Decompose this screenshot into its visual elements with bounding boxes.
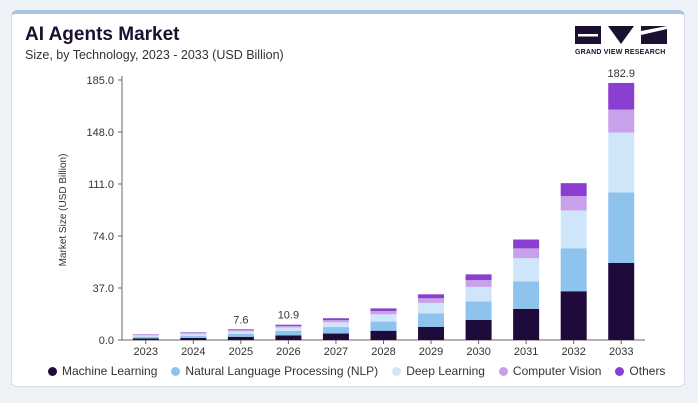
x-tick-label: 2025: [229, 346, 253, 358]
bar-segment-2029-natural-language-processing-nlp: [418, 313, 445, 327]
bar-segment-2027-computer-vision: [322, 320, 349, 323]
bar-segment-2023-machine-learning: [132, 338, 159, 340]
bar-segment-2028-machine-learning: [370, 330, 397, 340]
bar-segment-2028-others: [370, 308, 397, 312]
legend-label: Deep Learning: [406, 364, 485, 378]
bar-segment-2027-deep-learning: [322, 322, 349, 328]
bar-segment-2023-computer-vision: [132, 334, 159, 336]
bar-segment-2024-others: [180, 332, 207, 333]
bar-segment-2031-natural-language-processing-nlp: [513, 281, 540, 309]
y-axis-label: Market Size (USD Billion): [58, 154, 69, 267]
brand-name: GRAND VIEW RESEARCH: [575, 49, 666, 56]
bar-segment-2030-computer-vision: [465, 280, 492, 287]
bar-segment-2030-others: [465, 274, 492, 281]
page-title: AI Agents Market: [25, 24, 180, 45]
bar-segment-2033-natural-language-processing-nlp: [608, 192, 635, 263]
legend-item: Natural Language Processing (NLP): [171, 364, 378, 378]
legend-item: Deep Learning: [392, 364, 485, 378]
bar-segment-2028-computer-vision: [370, 311, 397, 315]
bar-segment-2031-others: [513, 239, 540, 249]
legend-swatch-icon: [615, 366, 625, 376]
chart-legend: Machine Learning Natural Language Process…: [48, 364, 665, 378]
bar-segment-2024-natural-language-processing-nlp: [180, 335, 207, 338]
y-tick-label: 74.0: [93, 231, 114, 243]
x-tick-label: 2030: [466, 346, 490, 358]
bar-segment-2026-machine-learning: [275, 335, 302, 340]
bar-segment-2026-computer-vision: [275, 325, 302, 328]
page-subtitle: Size, by Technology, 2023 - 2033 (USD Bi…: [25, 48, 284, 62]
bar-segment-2025-machine-learning: [227, 336, 254, 340]
bar-segment-2031-deep-learning: [513, 258, 540, 282]
legend-item: Machine Learning: [48, 364, 157, 378]
bar-segment-2025-natural-language-processing-nlp: [227, 333, 254, 337]
legend-item: Others: [615, 364, 665, 378]
x-tick-label: 2029: [419, 346, 443, 358]
data-label: 182.9: [607, 68, 635, 80]
bar-segment-2029-others: [418, 294, 445, 299]
bar-segment-2033-machine-learning: [608, 262, 635, 340]
bar-segment-2031-computer-vision: [513, 248, 540, 259]
x-tick-label: 2032: [561, 346, 585, 358]
bar-segment-2029-machine-learning: [418, 326, 445, 340]
legend-item: Computer Vision: [498, 364, 602, 378]
legend-label: Machine Learning: [62, 364, 158, 378]
bar-segment-2026-natural-language-processing-nlp: [275, 331, 302, 336]
bar-segment-2024-deep-learning: [180, 333, 207, 336]
legend-swatch-icon: [392, 366, 402, 376]
y-tick-label: 37.0: [93, 283, 114, 295]
data-label: 7.6: [233, 314, 248, 326]
bar-segment-2028-natural-language-processing-nlp: [370, 321, 397, 331]
bar-segment-2032-computer-vision: [560, 196, 587, 211]
bar-segment-2032-natural-language-processing-nlp: [560, 248, 587, 292]
legend-label: Natural Language Processing (NLP): [185, 364, 379, 378]
legend-label: Others: [629, 364, 666, 378]
bar-segment-2025-computer-vision: [227, 330, 254, 332]
bar-segment-2023-natural-language-processing-nlp: [132, 336, 159, 339]
bar-segment-2030-natural-language-processing-nlp: [465, 301, 492, 320]
bar-segment-2026-deep-learning: [275, 327, 302, 332]
y-tick-label: 0.0: [99, 335, 114, 347]
x-tick-label: 2024: [181, 346, 205, 358]
legend-swatch-icon: [498, 366, 508, 376]
bar-segment-2029-deep-learning: [418, 302, 445, 314]
legend-swatch-icon: [171, 366, 181, 376]
bar-segment-2033-others: [608, 82, 635, 110]
bar-segment-2027-natural-language-processing-nlp: [322, 327, 349, 334]
x-tick-label: 2031: [514, 346, 538, 358]
bar-segment-2024-computer-vision: [180, 332, 207, 334]
legend-swatch-icon: [48, 366, 57, 376]
bar-segment-2030-deep-learning: [465, 286, 492, 302]
bar-segment-2033-deep-learning: [608, 132, 635, 193]
bar-segment-2032-deep-learning: [560, 210, 587, 249]
bar-segment-2027-others: [322, 318, 349, 321]
bar-segment-2024-machine-learning: [180, 337, 207, 340]
x-tick-label: 2026: [276, 346, 300, 358]
y-tick-label: 111.0: [88, 179, 114, 191]
bar-segment-2023-deep-learning: [132, 335, 159, 337]
data-label: 10.9: [278, 310, 299, 322]
x-tick-label: 2023: [134, 346, 158, 358]
bar-segment-2025-deep-learning: [227, 331, 254, 334]
bar-segment-2025-others: [227, 329, 254, 331]
grand-view-research-logo-icon: [575, 26, 667, 44]
bar-segment-2029-computer-vision: [418, 298, 445, 303]
bar-segment-2032-others: [560, 183, 587, 197]
bar-segment-2026-others: [275, 324, 302, 326]
x-tick-label: 2033: [609, 346, 633, 358]
bar-segment-2032-machine-learning: [560, 291, 587, 340]
y-tick-label: 148.0: [86, 127, 114, 139]
bar-segment-2031-machine-learning: [513, 308, 540, 340]
y-tick-label: 185.0: [86, 75, 114, 87]
legend-label: Computer Vision: [512, 364, 602, 378]
x-tick-label: 2028: [371, 346, 395, 358]
bar-segment-2027-machine-learning: [322, 333, 349, 340]
bar-segment-2030-machine-learning: [465, 319, 492, 340]
bar-segment-2028-deep-learning: [370, 314, 397, 322]
x-tick-label: 2027: [324, 346, 348, 358]
bar-segment-2033-computer-vision: [608, 109, 635, 133]
